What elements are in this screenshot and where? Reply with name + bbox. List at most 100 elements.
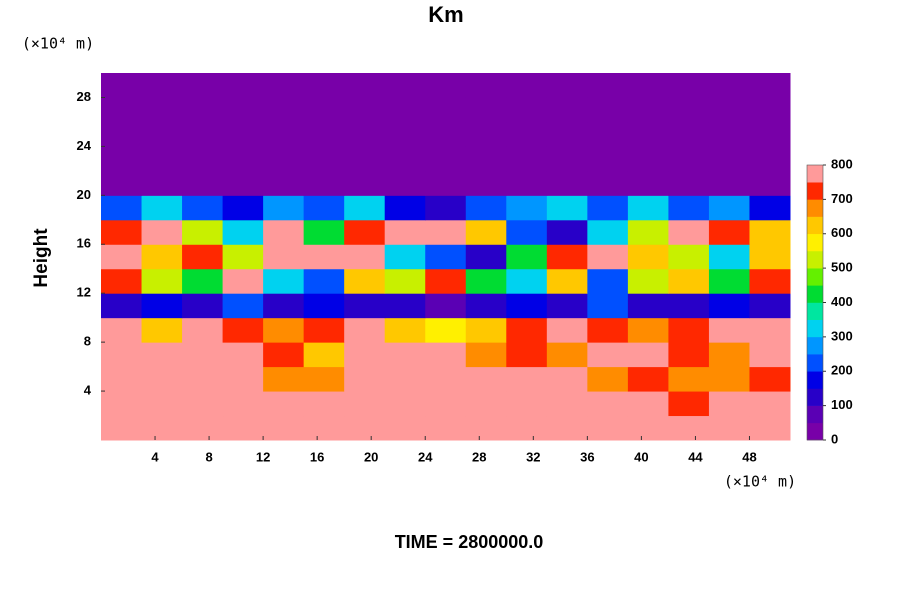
cell <box>384 293 426 319</box>
cell <box>222 146 264 172</box>
cell <box>668 170 710 196</box>
cell <box>668 366 710 392</box>
cell <box>344 170 386 196</box>
cell <box>263 73 305 98</box>
cell <box>627 317 669 343</box>
cell <box>101 146 143 172</box>
colorbar-band <box>807 182 823 200</box>
cell <box>303 219 345 245</box>
cell <box>749 219 791 245</box>
cell <box>303 121 345 147</box>
cell <box>627 73 669 98</box>
cell <box>627 268 669 294</box>
cell <box>546 121 588 147</box>
cell <box>708 170 750 196</box>
cell <box>101 317 143 343</box>
y-unit: (×10⁴ m) <box>22 35 94 53</box>
cell <box>263 415 305 441</box>
cell <box>668 146 710 172</box>
cell <box>344 317 386 343</box>
cell <box>384 73 426 98</box>
cell <box>546 146 588 172</box>
cell <box>344 342 386 368</box>
cell <box>101 195 143 221</box>
cell <box>465 293 507 319</box>
cell <box>303 244 345 270</box>
cell <box>222 195 264 221</box>
cell <box>384 219 426 245</box>
cell <box>668 293 710 319</box>
x-unit: (×10⁴ m) <box>724 473 796 491</box>
cell <box>101 121 143 147</box>
cell <box>263 170 305 196</box>
cell <box>587 219 629 245</box>
cell <box>506 97 548 123</box>
cell <box>546 268 588 294</box>
x-tick-label: 44 <box>688 449 703 464</box>
cell <box>182 121 224 147</box>
cell <box>222 97 264 123</box>
cell <box>546 244 588 270</box>
cell <box>546 219 588 245</box>
x-tick-label: 8 <box>205 449 212 464</box>
cell <box>222 415 264 441</box>
cell <box>668 97 710 123</box>
cell <box>708 366 750 392</box>
colorbar-tick-label: 300 <box>831 328 853 343</box>
x-tick-label: 32 <box>526 449 540 464</box>
cell <box>222 342 264 368</box>
x-tick-label: 12 <box>256 449 270 464</box>
cell <box>425 244 467 270</box>
cell <box>506 244 548 270</box>
cell <box>546 317 588 343</box>
cell <box>749 293 791 319</box>
cell <box>627 195 669 221</box>
cell <box>465 73 507 98</box>
cell <box>749 342 791 368</box>
cell <box>749 121 791 147</box>
colorbar-tick-label: 100 <box>831 397 853 412</box>
cell <box>668 195 710 221</box>
cell <box>546 342 588 368</box>
cell <box>263 391 305 417</box>
cell <box>182 73 224 98</box>
cell <box>506 366 548 392</box>
cell <box>465 342 507 368</box>
cell <box>627 244 669 270</box>
cell <box>182 268 224 294</box>
cell <box>749 366 791 392</box>
cell <box>546 73 588 98</box>
cell <box>708 342 750 368</box>
cell <box>506 415 548 441</box>
cell <box>263 97 305 123</box>
cell <box>182 342 224 368</box>
cell <box>141 170 183 196</box>
cell <box>708 415 750 441</box>
colorbar-band <box>807 302 823 320</box>
cell <box>344 97 386 123</box>
cell <box>587 415 629 441</box>
colorbar-band <box>807 388 823 406</box>
cell <box>182 195 224 221</box>
cell <box>222 244 264 270</box>
cell <box>587 366 629 392</box>
cell <box>465 121 507 147</box>
cell <box>425 391 467 417</box>
cell <box>465 170 507 196</box>
cell <box>344 146 386 172</box>
cell <box>587 73 629 98</box>
cell <box>546 391 588 417</box>
cell <box>587 146 629 172</box>
cell <box>587 97 629 123</box>
colorbar-band <box>807 371 823 389</box>
cell <box>222 121 264 147</box>
cell <box>708 268 750 294</box>
cell <box>465 195 507 221</box>
cell <box>708 195 750 221</box>
cell <box>627 219 669 245</box>
x-tick-label: 28 <box>472 449 486 464</box>
colorbar-band <box>807 199 823 217</box>
cell <box>668 268 710 294</box>
cell <box>425 73 467 98</box>
colorbar-band <box>807 319 823 338</box>
